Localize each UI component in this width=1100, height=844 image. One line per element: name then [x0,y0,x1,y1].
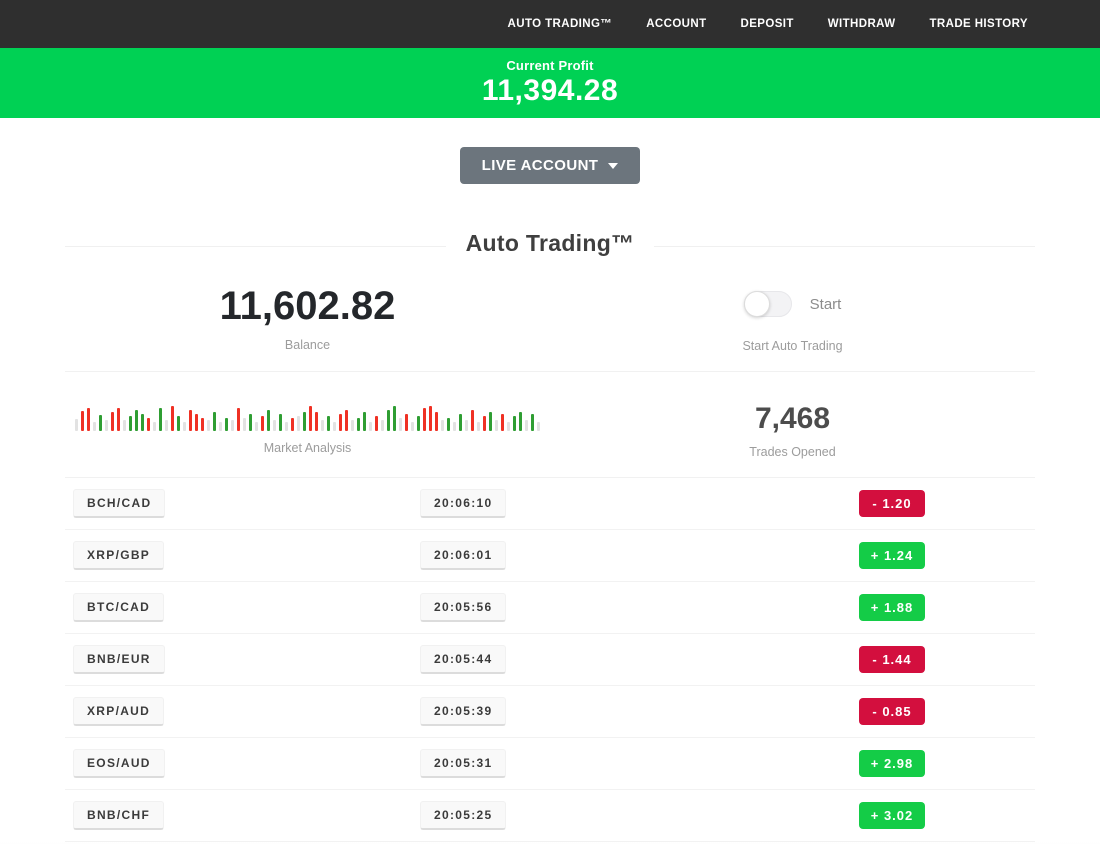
trade-row: BCH/CAD 20:06:10 - 1.20 [65,478,1035,530]
nav-trade-history[interactable]: TRADE HISTORY [929,18,1028,30]
live-account-label: LIVE ACCOUNT [481,157,599,174]
profit-badge: + 3.02 [859,802,925,829]
pair-badge: XRP/GBP [73,541,165,570]
start-auto-trading-label: Start Auto Trading [742,339,843,353]
nav-auto-trading[interactable]: AUTO TRADING™ [507,18,613,30]
pair-badge: BNB/CHF [73,801,165,830]
time-badge: 20:05:25 [420,801,507,830]
balance-value: 11,602.82 [219,284,396,328]
pair-badge: BTC/CAD [73,593,165,622]
auto-trading-stat: Start Start Auto Trading [550,257,1035,371]
market-analysis-chart [75,403,540,431]
profit-badge: + 1.88 [859,594,925,621]
auto-trading-toggle[interactable] [743,291,792,317]
trades-opened-label: Trades Opened [749,445,836,459]
toggle-knob [743,291,770,317]
pair-badge: XRP/AUD [73,697,165,726]
market-analysis-stat: Market Analysis [65,372,550,477]
profit-badge: + 2.98 [859,750,925,777]
profit-badge: - 0.85 [859,698,925,725]
chevron-down-icon [608,162,619,169]
page-bottom-divider [0,842,1100,844]
toggle-label: Start [809,295,842,313]
section-heading: Auto Trading™ [0,230,1100,257]
trades-opened-value: 7,468 [754,402,831,435]
profit-badge: + 1.24 [859,542,925,569]
profit-badge: - 1.20 [859,490,925,517]
profit-badge: - 1.44 [859,646,925,673]
time-badge: 20:05:31 [420,749,507,778]
page-title: Auto Trading™ [445,230,655,257]
live-account-dropdown[interactable]: LIVE ACCOUNT [459,147,641,184]
trades-table: BCH/CAD 20:06:10 - 1.20 XRP/GBP 20:06:01… [65,478,1035,842]
pair-badge: BCH/CAD [73,489,166,518]
nav-withdraw[interactable]: WITHDRAW [827,18,896,30]
trades-opened-stat: 7,468 Trades Opened [550,372,1035,477]
top-navigation: AUTO TRADING™ ACCOUNT DEPOSIT WITHDRAW T… [0,0,1100,48]
market-analysis-label: Market Analysis [263,440,352,455]
current-profit-banner: Current Profit 11,394.28 [0,48,1100,118]
balance-label: Balance [284,338,331,352]
time-badge: 20:05:56 [420,593,507,622]
pair-badge: BNB/EUR [73,645,165,674]
time-badge: 20:05:44 [420,645,507,674]
time-badge: 20:06:10 [420,489,507,518]
trade-row: XRP/GBP 20:06:01 + 1.24 [65,530,1035,582]
nav-account[interactable]: ACCOUNT [646,18,707,30]
time-badge: 20:06:01 [420,541,507,570]
trade-row: XRP/AUD 20:05:39 - 0.85 [65,686,1035,738]
trade-row: BNB/EUR 20:05:44 - 1.44 [65,634,1035,686]
current-profit-value: 11,394.28 [481,74,619,107]
time-badge: 20:05:39 [420,697,507,726]
trade-row: EOS/AUD 20:05:31 + 2.98 [65,738,1035,790]
stats-panel: 11,602.82 Balance Start Start Auto Tradi… [65,257,1035,478]
trade-row: BTC/CAD 20:05:56 + 1.88 [65,582,1035,634]
nav-deposit[interactable]: DEPOSIT [740,18,794,30]
balance-stat: 11,602.82 Balance [65,257,550,371]
trade-row: BNB/CHF 20:05:25 + 3.02 [65,790,1035,842]
pair-badge: EOS/AUD [73,749,165,778]
current-profit-label: Current Profit [506,58,594,73]
